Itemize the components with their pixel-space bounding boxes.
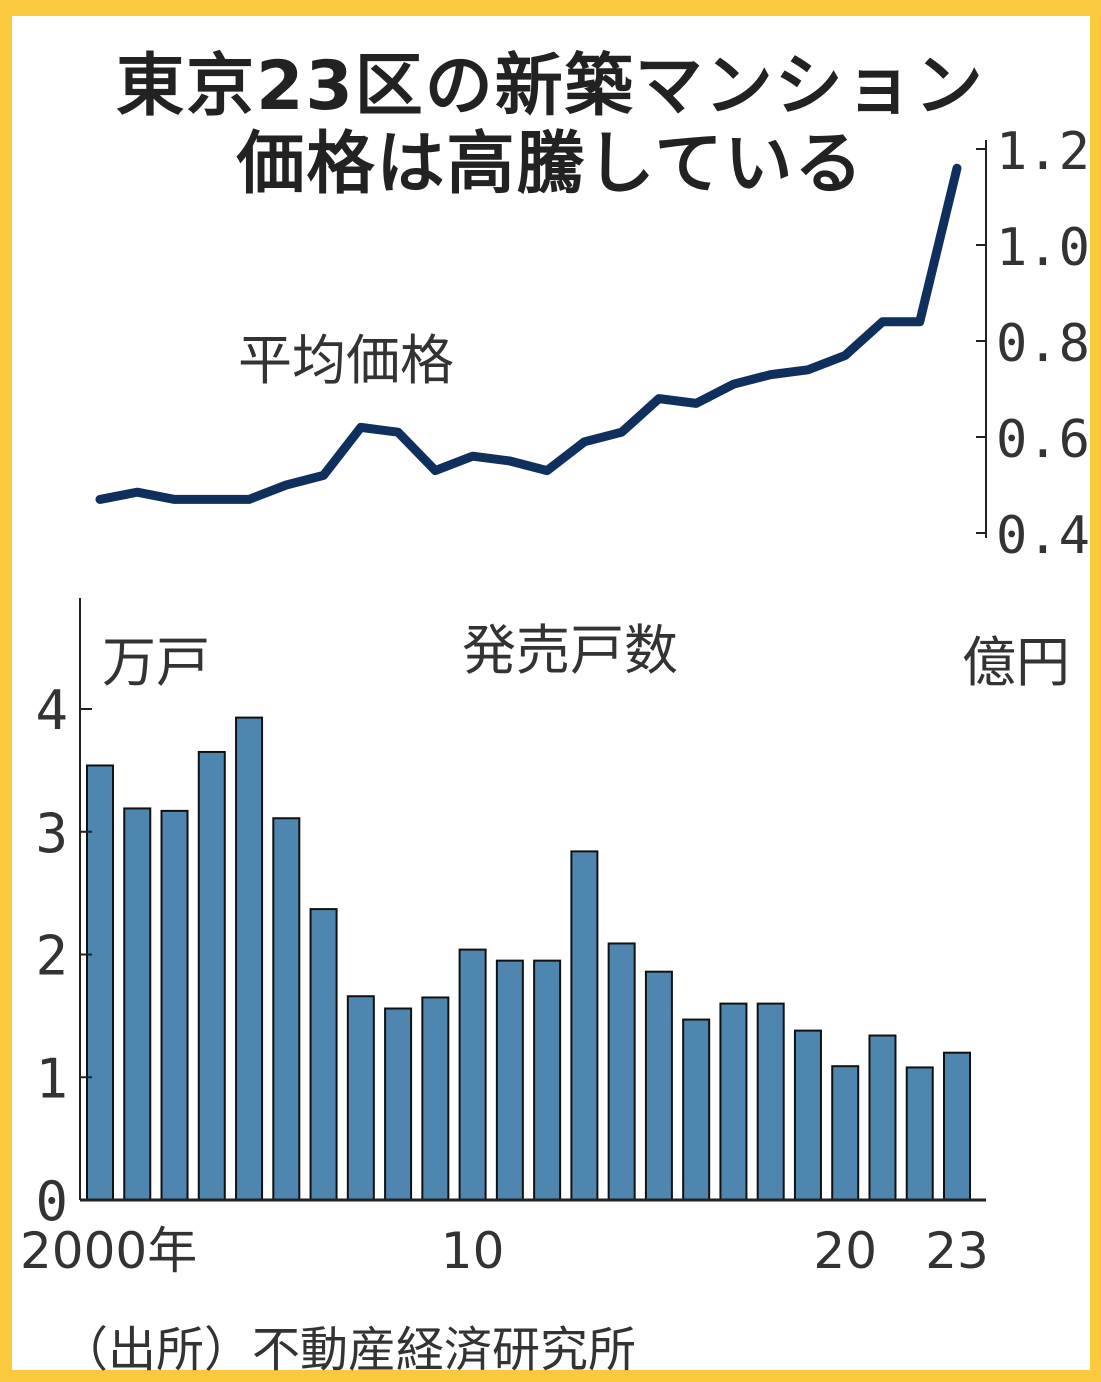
line-series-label: 平均価格 [238, 329, 454, 392]
bar-y-tick-label: 0 [35, 1170, 68, 1233]
bar-2014 [607, 942, 636, 1201]
bar-2003 [197, 750, 226, 1202]
line-unit-label: 億円 [962, 631, 1070, 694]
bar-2001 [123, 807, 152, 1201]
bar-2008 [384, 1007, 413, 1202]
bar-2005 [272, 817, 301, 1201]
bar-2010 [458, 948, 487, 1202]
chart-title-line2: 価格は高騰している [236, 125, 865, 204]
bar-2015 [644, 970, 673, 1201]
bar-series-label: 発売戸数 [462, 619, 678, 682]
bar-2019 [793, 1029, 822, 1201]
price-line [95, 163, 962, 504]
bar-2013 [570, 850, 599, 1201]
bar-unit-label: 万戸 [102, 631, 210, 694]
x-tick-label: 20 [813, 1222, 877, 1280]
bar-y-tick-label: 3 [35, 802, 68, 865]
x-tick-label: 2000年 [20, 1222, 197, 1280]
bar-y-tick-label: 2 [35, 925, 68, 988]
bar-2012 [533, 959, 562, 1202]
bar-y-tick-label: 4 [35, 679, 68, 742]
chart-title-line1: 東京23区の新築マンション [116, 47, 985, 126]
bar-y-tick-label: 1 [35, 1047, 68, 1110]
bar-2017 [719, 1002, 748, 1201]
x-tick-label: 10 [441, 1222, 505, 1280]
bar-2006 [309, 908, 338, 1202]
bar-2022 [905, 1066, 934, 1202]
bar-2011 [495, 959, 524, 1202]
bar-2016 [682, 1018, 711, 1201]
line-y-tick-label: 0.8 [996, 314, 1090, 374]
bar-2000 [86, 764, 114, 1202]
bar-2020 [831, 1065, 860, 1202]
bar-2009 [421, 996, 450, 1202]
line-y-tick-label: 0.4 [996, 506, 1090, 566]
bar-2018 [756, 1002, 785, 1201]
bar-2023 [943, 1051, 971, 1201]
line-y-tick-label: 1.0 [996, 218, 1090, 278]
bar-2002 [160, 809, 189, 1201]
line-y-tick-label: 0.6 [996, 410, 1090, 470]
bar-2004 [235, 716, 264, 1202]
line-y-tick-label: 1.2 [996, 122, 1090, 182]
bar-2007 [346, 995, 375, 1201]
source-note: （出所）不動産経済研究所 [60, 1322, 637, 1378]
bar-2021 [868, 1034, 897, 1202]
x-tick-label: 23 [925, 1222, 989, 1280]
